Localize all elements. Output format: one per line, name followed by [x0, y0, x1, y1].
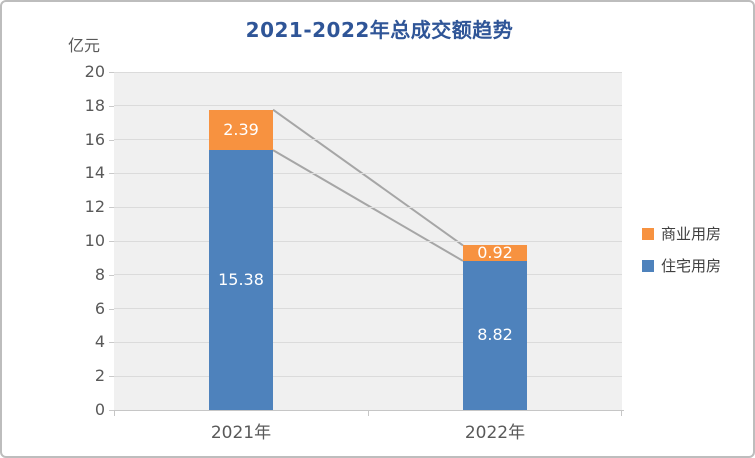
x-axis-category-label: 2022年 — [464, 423, 526, 443]
x-axis-category-label: 2021年 — [210, 423, 272, 443]
y-axis-tick-label: 2 — [94, 366, 105, 386]
y-axis-tick-label: 14 — [84, 163, 105, 183]
y-axis-tick-label: 4 — [94, 332, 105, 352]
y-axis-tick — [109, 105, 114, 107]
gridline — [114, 240, 622, 242]
x-axis-tick — [368, 411, 369, 416]
gridline — [114, 206, 622, 208]
y-axis-tick — [109, 173, 114, 175]
y-axis-tick — [109, 308, 114, 310]
bar-segment: 2.39 — [209, 109, 273, 151]
bar-segment: 0.92 — [463, 245, 527, 261]
y-axis-tick-label: 0 — [94, 400, 105, 419]
gridline — [114, 71, 622, 73]
y-axis-tick-label: 8 — [94, 264, 105, 284]
x-axis-tick — [621, 411, 622, 416]
series-connector-line — [272, 149, 464, 262]
legend-label: 商业用房 — [661, 225, 722, 243]
bar-value-label: 8.82 — [477, 325, 513, 345]
y-axis-tick-label: 12 — [84, 197, 105, 217]
bar-value-label: 2.39 — [223, 119, 259, 139]
legend-label: 住宅用房 — [661, 257, 722, 275]
bar-value-label: 15.38 — [218, 270, 264, 290]
y-axis-tick — [109, 72, 114, 73]
y-axis-tick-label: 10 — [84, 231, 105, 250]
series-connector-line — [272, 108, 464, 247]
chart-title: 2021-2022年总成交额趋势 — [245, 18, 514, 42]
legend-color-swatch-icon — [642, 259, 654, 272]
y-axis-tick-label: 16 — [84, 129, 105, 149]
y-axis-tick — [109, 342, 114, 344]
y-axis-tick — [109, 207, 114, 209]
gridline — [114, 308, 622, 310]
y-axis-tick — [109, 376, 114, 378]
series-connector-lines — [272, 108, 464, 262]
x-axis-tick — [114, 411, 115, 416]
y-axis-tick — [109, 410, 114, 411]
y-axis-tick — [109, 241, 114, 242]
gridline — [114, 341, 622, 343]
y-axis-tick — [109, 139, 114, 141]
gridline — [114, 139, 622, 141]
y-axis-tick-label: 18 — [84, 95, 105, 115]
gridline — [114, 274, 622, 276]
gridline — [114, 105, 622, 107]
legend: 商业用房 住宅用房 — [642, 223, 721, 276]
legend-item: 商业用房 — [642, 223, 721, 244]
gridline — [114, 172, 622, 174]
y-axis-unit-label: 亿元 — [68, 36, 101, 55]
x-axis-line — [112, 410, 624, 411]
bar-value-label: 0.92 — [477, 243, 513, 263]
gridline — [114, 375, 622, 377]
bar-segment: 8.82 — [463, 260, 527, 410]
y-axis-tick-label: 20 — [84, 62, 105, 81]
y-axis-tick-label: 6 — [94, 298, 105, 318]
plot-area: 15.38 2.39 8.82 0.92 — [114, 71, 622, 410]
y-axis-tick — [109, 274, 114, 276]
legend-item: 住宅用房 — [642, 255, 721, 276]
legend-color-swatch-icon — [642, 227, 654, 240]
bar-segment: 15.38 — [209, 150, 273, 410]
